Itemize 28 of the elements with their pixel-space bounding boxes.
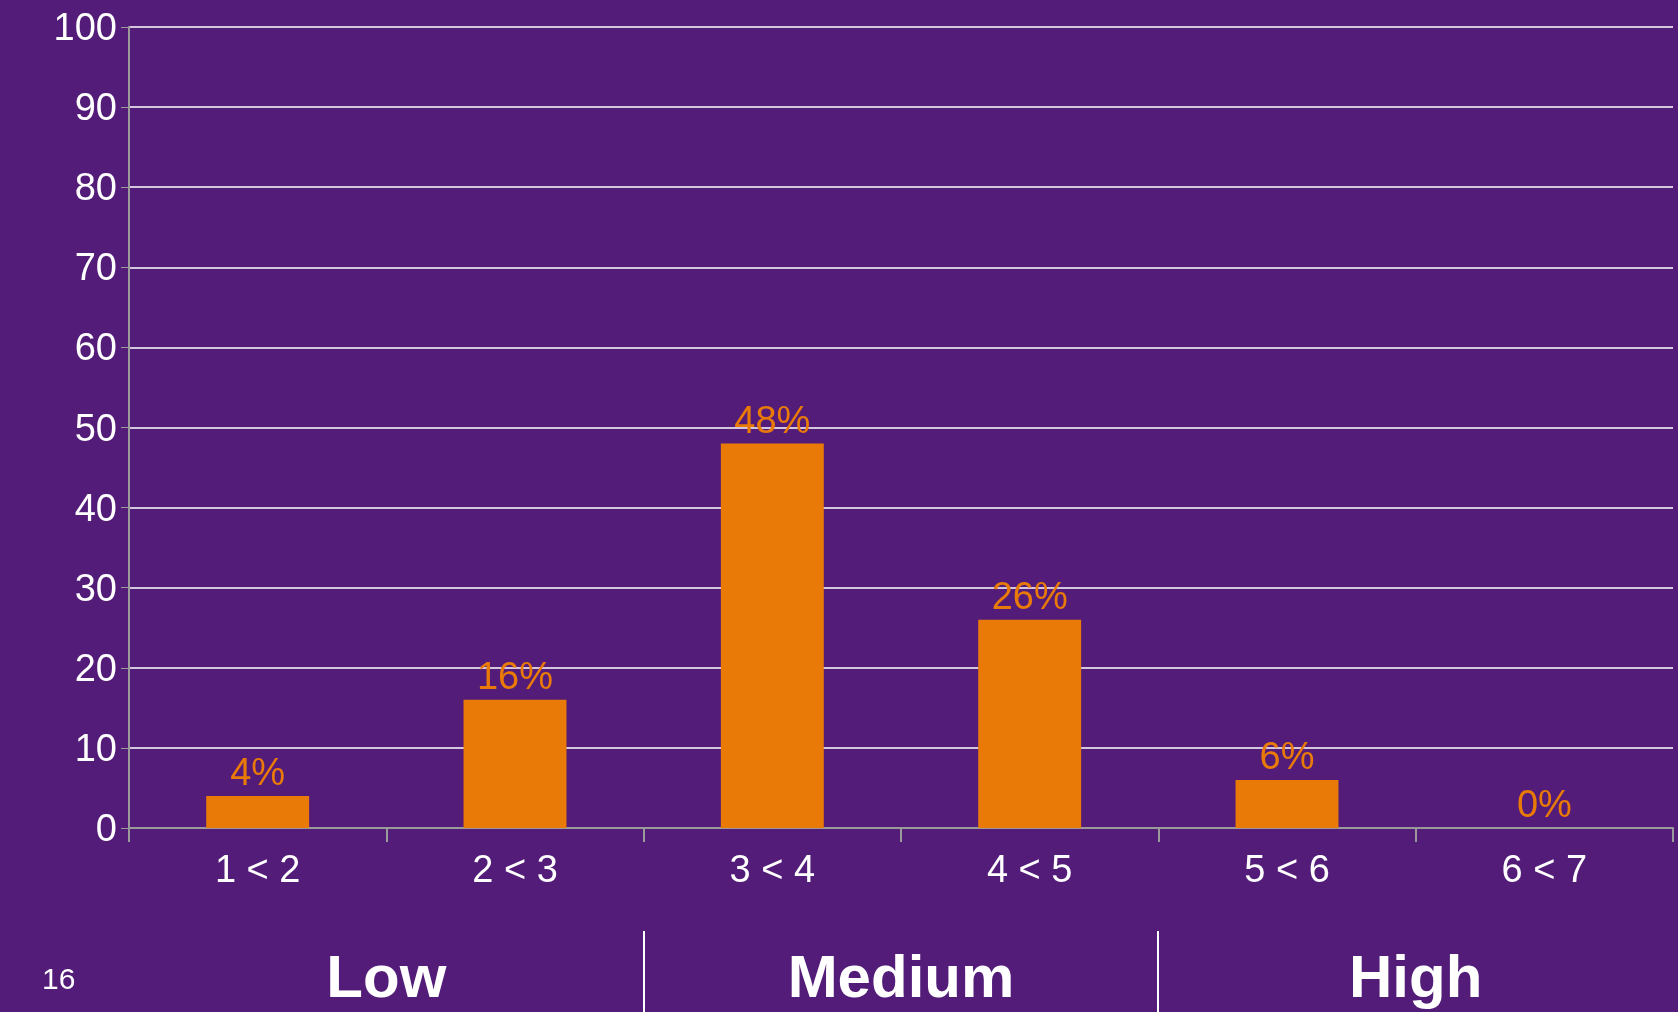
text: Medium <box>786 943 1016 1010</box>
x-tick-label: 4 < 5 <box>986 848 1073 890</box>
bar <box>206 795 310 828</box>
x-tick-label: 3 < 4 <box>729 848 816 890</box>
x-tick-label: 5 < 6 <box>1244 848 1330 890</box>
y-tick-label: 30 <box>74 566 117 609</box>
bar <box>1235 779 1339 828</box>
y-tick-label: 60 <box>74 326 117 369</box>
x-tick-label: 6 < 7 <box>1501 848 1588 890</box>
y-tick-label: 40 <box>74 486 117 529</box>
data-label: 4% <box>230 750 286 793</box>
y-tick-label: 70 <box>74 246 117 289</box>
y-tick-label: 80 <box>74 166 117 209</box>
data-label: 0% <box>1516 783 1572 825</box>
x-tick-label: 1 < 2 <box>214 848 301 890</box>
y-tick-label: 90 <box>74 86 117 129</box>
y-tick-label: 100 <box>53 6 117 48</box>
bar <box>463 699 567 828</box>
x-tick-label: 2 < 3 <box>472 848 558 890</box>
y-tick-label: 50 <box>74 406 117 449</box>
text: 16 <box>42 962 76 996</box>
bar <box>720 443 824 828</box>
text: Low <box>325 943 448 1010</box>
y-tick-label: 0 <box>95 807 117 849</box>
y-tick-label: 20 <box>74 646 117 689</box>
bar <box>978 619 1082 828</box>
text: High <box>1348 943 1484 1010</box>
y-tick-label: 10 <box>74 726 117 769</box>
